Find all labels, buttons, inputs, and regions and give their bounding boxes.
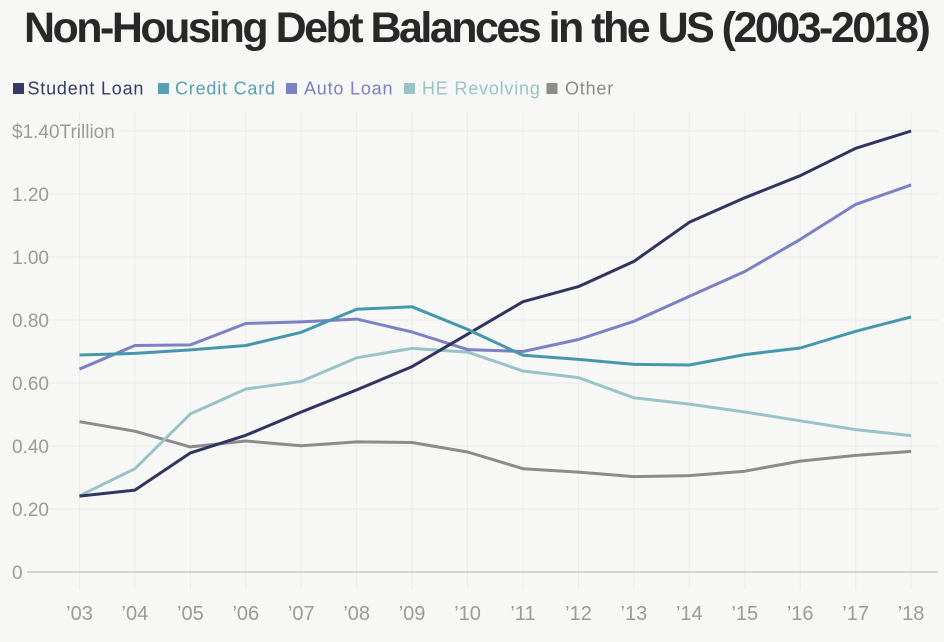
- svg-text:’18: ’18: [898, 603, 925, 625]
- svg-text:0.80: 0.80: [12, 311, 49, 332]
- svg-text:’07: ’07: [288, 603, 315, 625]
- svg-text:Auto Loan: Auto Loan: [304, 79, 393, 99]
- svg-text:0: 0: [12, 563, 23, 584]
- svg-text:0.40: 0.40: [12, 437, 49, 458]
- svg-text:Non-Housing Debt Balances in t: Non-Housing Debt Balances in the US (200…: [24, 4, 929, 52]
- svg-text:Other: Other: [565, 79, 614, 99]
- svg-text:’10: ’10: [454, 603, 481, 625]
- svg-text:’15: ’15: [731, 603, 758, 625]
- svg-text:Student Loan: Student Loan: [28, 79, 145, 99]
- svg-text:Credit Card: Credit Card: [175, 79, 276, 99]
- svg-text:1.20: 1.20: [12, 185, 49, 206]
- svg-text:’05: ’05: [177, 603, 204, 625]
- svg-text:’06: ’06: [232, 603, 259, 625]
- svg-text:’17: ’17: [842, 603, 869, 625]
- svg-text:’03: ’03: [66, 603, 93, 625]
- svg-text:’08: ’08: [343, 603, 370, 625]
- svg-text:’04: ’04: [122, 603, 149, 625]
- svg-text:’16: ’16: [787, 603, 814, 625]
- svg-text:0.60: 0.60: [12, 374, 49, 395]
- svg-text:HE Revolving: HE Revolving: [422, 79, 541, 99]
- svg-text:0.20: 0.20: [12, 500, 49, 521]
- svg-text:’11: ’11: [510, 603, 535, 625]
- svg-text:’14: ’14: [676, 603, 703, 625]
- svg-text:’12: ’12: [565, 603, 592, 625]
- svg-text:’09: ’09: [399, 603, 426, 625]
- svg-text:1.00: 1.00: [12, 248, 49, 269]
- svg-text:$1.40Trillion: $1.40Trillion: [12, 122, 115, 143]
- svg-text:’13: ’13: [621, 603, 648, 625]
